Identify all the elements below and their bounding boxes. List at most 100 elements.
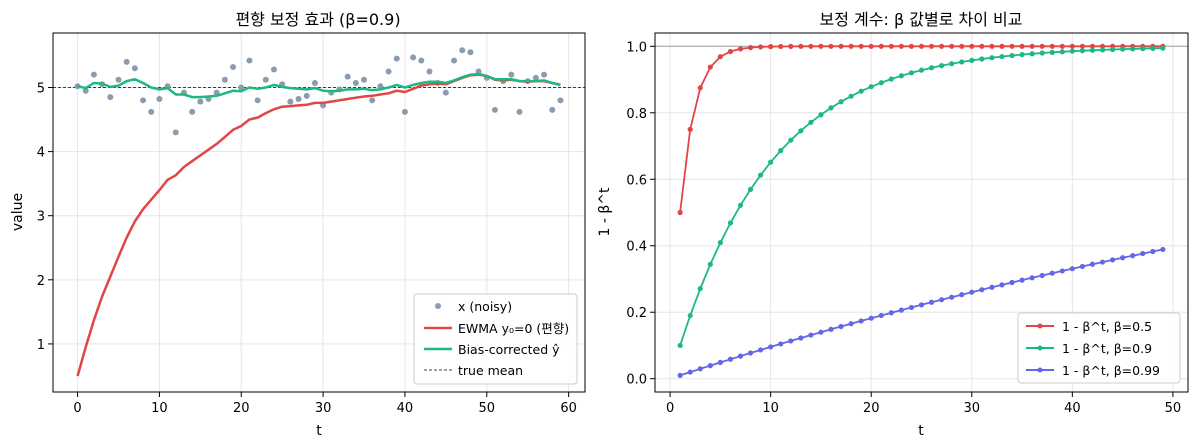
left-x-ticks: 0 10 20 30 40 50 60 xyxy=(73,392,577,416)
correction-point xyxy=(838,99,844,105)
right-panel: 보정 계수: β 값별로 차이 비교 0 10 20 30 40 50 0.0 0.2 0.4… xyxy=(597,10,1189,439)
correction-point xyxy=(808,332,814,338)
y-tick-label: 0.4 xyxy=(626,240,647,255)
correction-point xyxy=(918,67,925,73)
correction-point xyxy=(939,43,945,49)
noisy-point xyxy=(532,74,539,81)
legend-label-corrected: Bias-corrected ŷ xyxy=(458,342,560,357)
right-x-label: t xyxy=(918,423,924,439)
correction-point xyxy=(717,359,723,366)
correction-point xyxy=(768,44,774,50)
correction-point xyxy=(959,59,965,65)
x-tick-label: 50 xyxy=(479,401,496,416)
x-tick-label: 20 xyxy=(233,401,250,416)
noisy-point xyxy=(377,83,384,90)
correction-point xyxy=(1049,270,1055,276)
correction-point xyxy=(798,128,804,134)
correction-point xyxy=(1069,43,1075,49)
correction-point xyxy=(727,220,734,226)
correction-point xyxy=(818,329,824,335)
correction-point xyxy=(1089,47,1096,53)
y-tick-label: 3 xyxy=(37,210,45,225)
correction-point xyxy=(928,65,935,71)
correction-point xyxy=(1059,43,1065,49)
noisy-point xyxy=(262,76,269,83)
left-y-label: value xyxy=(10,193,26,231)
correction-point xyxy=(1160,246,1166,253)
correction-point xyxy=(1009,279,1015,286)
correction-point xyxy=(959,43,965,49)
noisy-point xyxy=(491,106,498,113)
correction-point xyxy=(1109,257,1116,263)
noisy-point xyxy=(393,55,400,62)
correction-point xyxy=(1069,48,1075,54)
correction-point xyxy=(1079,48,1086,54)
correction-point xyxy=(858,43,864,49)
legend-label-true-mean: true mean xyxy=(458,363,523,378)
correction-point xyxy=(1049,49,1055,55)
noisy-point xyxy=(303,92,310,99)
correction-point xyxy=(1029,51,1035,57)
noisy-point xyxy=(467,49,474,56)
noisy-point xyxy=(230,63,237,70)
noisy-point xyxy=(442,89,449,96)
correction-point xyxy=(1150,45,1156,52)
correction-point xyxy=(848,321,854,327)
x-tick-label: 10 xyxy=(151,401,168,416)
y-tick-label: 0.6 xyxy=(626,173,647,188)
correction-point xyxy=(1059,268,1065,274)
noisy-point xyxy=(516,108,523,115)
left-y-ticks: 1 2 3 4 5 xyxy=(37,81,53,353)
noisy-point xyxy=(295,96,302,103)
noisy-point xyxy=(549,106,556,113)
correction-point xyxy=(778,148,784,154)
correction-point xyxy=(989,284,995,290)
correction-point xyxy=(707,64,713,70)
y-tick-label: 5 xyxy=(37,81,45,96)
left-plot-area xyxy=(53,47,585,377)
x-tick-label: 40 xyxy=(1064,401,1081,416)
correction-point xyxy=(1019,52,1025,58)
correction-point xyxy=(1069,266,1075,272)
correction-point xyxy=(928,43,935,49)
x-tick-label: 0 xyxy=(73,401,81,416)
x-tick-label: 60 xyxy=(560,401,577,416)
legend-marker-beta-0-99 xyxy=(1037,367,1043,373)
legend-label-beta-0-9: 1 - β^t, β=0.9 xyxy=(1062,341,1152,356)
right-y-ticks: 0.0 0.2 0.4 0.6 0.8 1.0 xyxy=(626,40,655,388)
correction-point xyxy=(999,53,1005,60)
correction-point xyxy=(828,43,834,49)
noisy-point xyxy=(246,57,253,64)
correction-point xyxy=(888,43,894,49)
correction-point xyxy=(1130,253,1136,259)
noisy-point xyxy=(541,71,548,78)
noisy-point xyxy=(140,97,147,104)
noisy-point xyxy=(270,66,277,73)
correction-point xyxy=(747,350,754,356)
noisy-point xyxy=(426,68,433,75)
correction-point xyxy=(687,369,693,375)
correction-point xyxy=(828,326,834,332)
correction-point xyxy=(989,55,995,61)
noisy-point xyxy=(189,108,196,115)
correction-point xyxy=(969,43,975,49)
legend-label-beta-0-99: 1 - β^t, β=0.99 xyxy=(1062,363,1160,378)
correction-point xyxy=(888,76,894,82)
correction-point xyxy=(1099,43,1106,49)
noisy-point xyxy=(90,71,97,78)
correction-point xyxy=(828,105,834,111)
noisy-point xyxy=(459,47,466,54)
correction-point xyxy=(838,43,844,49)
correction-point xyxy=(778,43,784,50)
correction-point xyxy=(687,126,693,132)
correction-point xyxy=(677,342,683,349)
legend-label-ewma: EWMA y₀=0 (편향) xyxy=(458,321,569,336)
right-plot-area xyxy=(655,43,1188,378)
correction-point xyxy=(979,43,985,49)
noisy-point xyxy=(254,97,261,104)
correction-point xyxy=(1019,277,1025,283)
correction-point xyxy=(818,112,824,118)
noisy-point xyxy=(107,94,114,101)
correction-point xyxy=(878,80,884,86)
